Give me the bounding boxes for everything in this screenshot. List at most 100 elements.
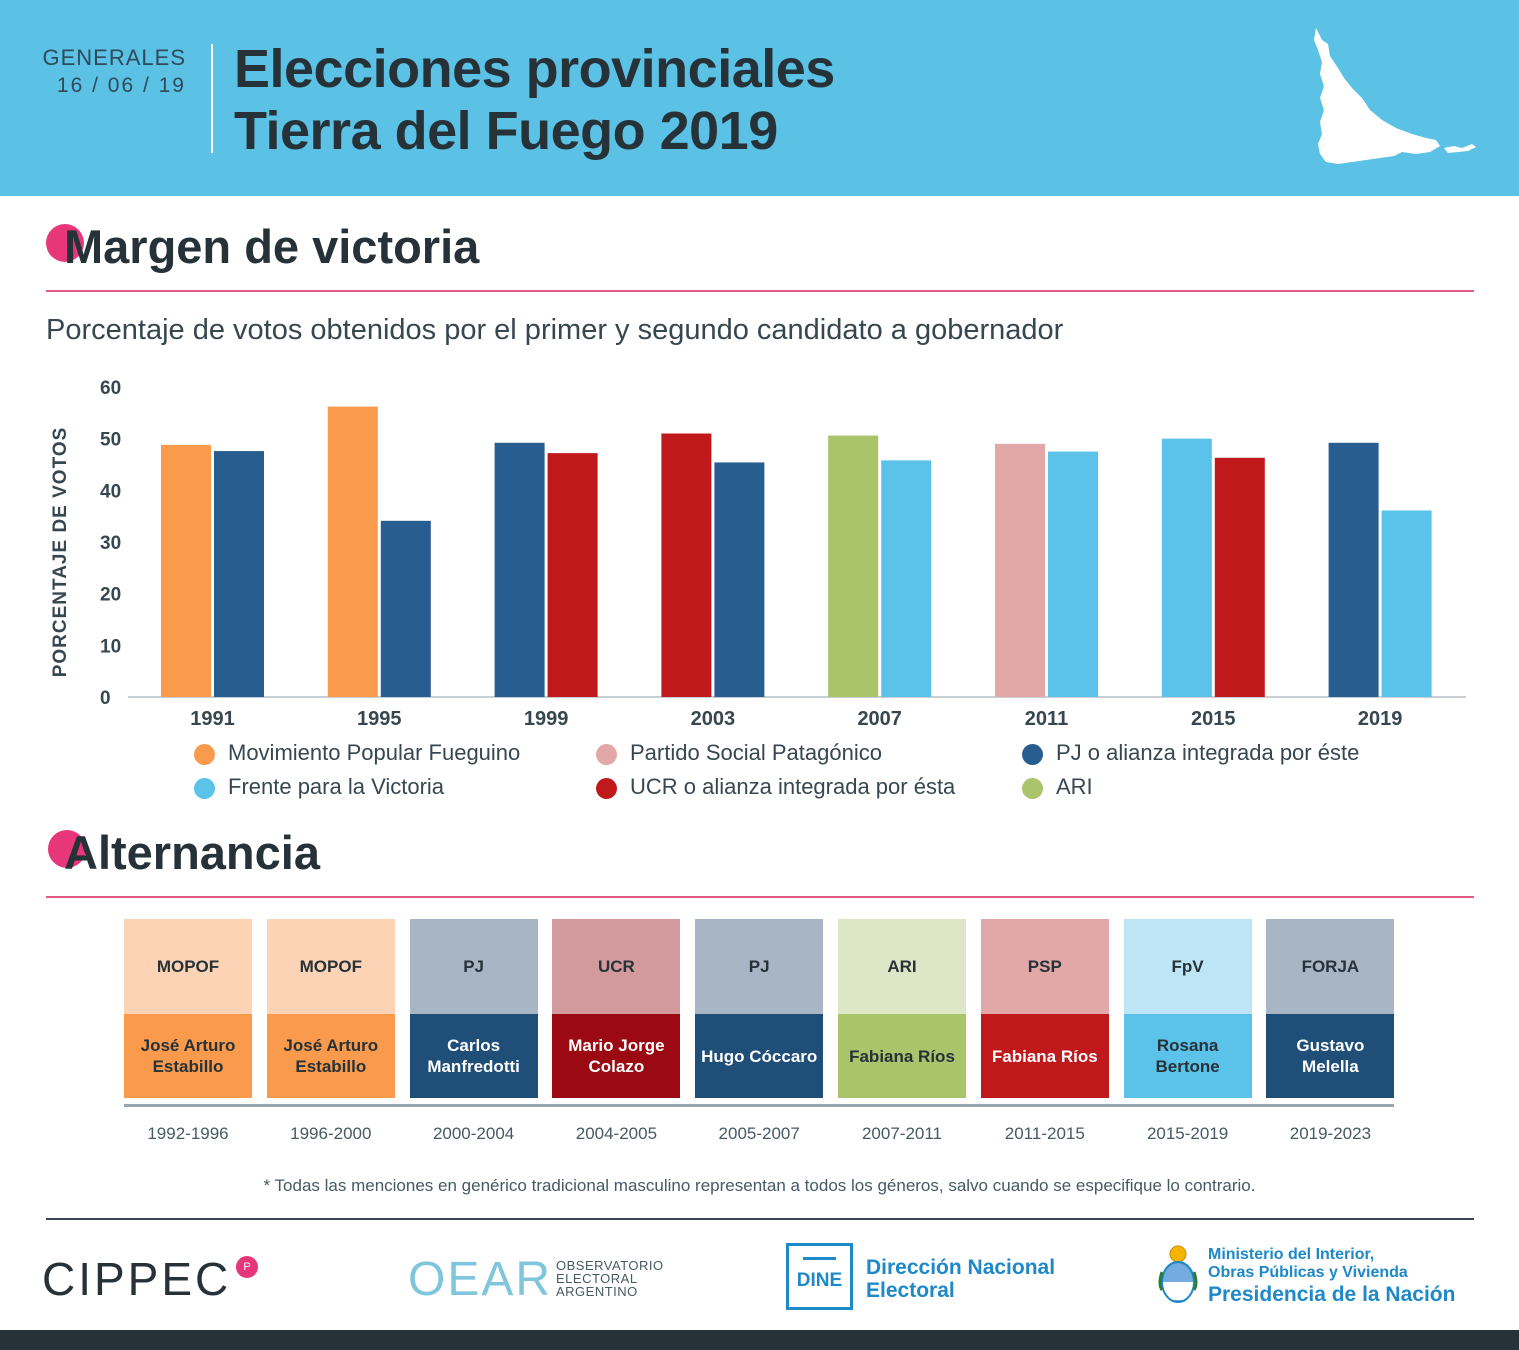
chart-subtitle: Porcentaje de votos obtenidos por el pri… — [46, 314, 1064, 346]
legend-swatch — [1022, 744, 1043, 765]
bar-2019-first — [1328, 442, 1379, 697]
governor-name: Fabiana Ríos — [838, 1014, 966, 1098]
section-bullet — [46, 224, 84, 262]
legend-swatch — [194, 744, 215, 765]
argentina-coat-of-arms-icon — [1158, 1245, 1198, 1303]
party-label: ARI — [838, 919, 966, 1014]
term-period: 2007-2011 — [861, 1124, 943, 1143]
legend-label: PJ o alianza integrada por éste — [1056, 740, 1360, 765]
election-kicker: GENERALES 16 / 06 / 19 — [43, 44, 187, 100]
gender-footnote: * Todas las menciones en genérico tradic… — [263, 1176, 1256, 1195]
cippec-logo: CIPPEC — [42, 1253, 232, 1305]
oear-logo: OEAR — [408, 1253, 553, 1306]
y-axis-title: PORCENTAJE DE VOTOS — [50, 427, 71, 678]
footer-divider — [46, 1218, 1474, 1220]
ministerio-logo-text: Ministerio del Interior, Obras Públicas … — [1208, 1246, 1455, 1308]
bar-1999-first — [494, 442, 545, 697]
cippec-badge-icon: P — [236, 1256, 258, 1278]
oear-line: ELECTORAL — [556, 1271, 638, 1286]
y-tick-label: 30 — [100, 533, 121, 554]
bar-2015-second — [1214, 457, 1265, 697]
term-period: 2015-2019 — [1146, 1124, 1229, 1143]
bar-2003-first — [661, 433, 712, 697]
bar-2007-second — [881, 460, 932, 697]
x-tick-label: 1995 — [357, 708, 402, 730]
header-banner: GENERALES 16 / 06 / 19 Elecciones provin… — [0, 0, 1519, 196]
section-divider — [46, 290, 1474, 292]
governor-card: PJ Hugo Cóccaro — [695, 919, 824, 1098]
governor-card: PJ Carlos Manfredotti — [409, 919, 538, 1098]
y-tick-label: 50 — [100, 430, 121, 451]
bar-2015-first — [1161, 438, 1212, 697]
term-period: 2019-2023 — [1289, 1124, 1372, 1143]
legend-swatch — [596, 744, 617, 765]
bar-2003-second — [714, 462, 765, 697]
governor-name: José Arturo Estabillo — [124, 1014, 252, 1098]
party-label: FpV — [1123, 919, 1252, 1014]
bar-1995-second — [380, 520, 431, 697]
y-tick-label: 40 — [100, 481, 121, 502]
legend-label: Movimiento Popular Fueguino — [228, 740, 521, 765]
governor-card: UCR Mario Jorge Colazo — [552, 919, 681, 1098]
party-label: FORJA — [1266, 919, 1395, 1014]
bar-2011-first — [995, 443, 1045, 697]
bar-1991-first — [161, 444, 211, 697]
bar-1999-second — [547, 453, 598, 697]
bar-1995-first — [327, 406, 378, 697]
page-title: Elecciones provinciales Tierra del Fuego… — [234, 38, 835, 162]
governor-card: FORJA Gustavo Melella — [1266, 919, 1395, 1098]
x-tick-label: 2019 — [1358, 708, 1403, 730]
y-tick-label: 60 — [100, 378, 121, 399]
title-line-1: Elecciones provinciales — [234, 39, 835, 99]
dine-logo-text: Dirección Nacional Electoral — [866, 1256, 1055, 1302]
oear-logo-subtitle: OBSERVATORIO ELECTORAL ARGENTINO — [556, 1259, 664, 1298]
kicker-text: GENERALES — [42, 45, 186, 70]
x-tick-label: 2011 — [1025, 708, 1068, 730]
y-tick-label: 20 — [100, 585, 121, 606]
governor-name: Carlos Manfredotti — [409, 1014, 538, 1098]
dine-logo-icon: DINE — [786, 1243, 853, 1310]
party-label: PJ — [409, 919, 538, 1014]
legend-label: Partido Social Patagónico — [630, 740, 882, 765]
x-tick-label: 1999 — [524, 708, 569, 730]
y-tick-label: 0 — [100, 688, 111, 709]
party-label: MOPOF — [124, 919, 252, 1014]
vote-share-bar-chart: 0 10 20 30 40 50 60 PORCENTAJE DE VOTOS 1991 1995… — [50, 378, 1466, 730]
footer-bar — [0, 1330, 1519, 1350]
section-title-margen: Margen de victoria — [64, 220, 480, 273]
section-bullet — [48, 830, 86, 868]
legend-label: UCR o alianza integrada por ésta — [630, 774, 956, 799]
governor-name: Gustavo Melella — [1266, 1014, 1395, 1098]
bar-1991-second — [214, 451, 264, 697]
governor-name: Mario Jorge Colazo — [552, 1014, 681, 1098]
legend-swatch — [596, 778, 617, 799]
governor-name: Rosana Bertone — [1123, 1014, 1252, 1098]
tierra-del-fuego-map-icon — [1314, 28, 1476, 164]
election-date: 16 / 06 / 19 — [56, 74, 186, 97]
legend-label: ARI — [1056, 774, 1093, 799]
term-period: 1996-2000 — [290, 1124, 372, 1143]
governor-card: MOPOF José Arturo Estabillo — [266, 919, 395, 1098]
party-label: PSP — [980, 919, 1109, 1014]
bar-2011-second — [1048, 451, 1098, 697]
party-label: UCR — [552, 919, 681, 1014]
dine-line: Dirección Nacional — [866, 1256, 1056, 1279]
governor-card: PSP Fabiana Ríos — [980, 919, 1109, 1098]
x-tick-label: 2007 — [857, 708, 902, 730]
title-line-2: Tierra del Fuego 2019 — [234, 101, 778, 161]
oear-line: ARGENTINO — [556, 1284, 638, 1299]
term-period: 2000-2004 — [432, 1124, 515, 1143]
y-tick-label: 10 — [100, 636, 121, 657]
x-tick-label: 2003 — [691, 708, 736, 730]
governor-card: ARI Fabiana Ríos — [838, 919, 966, 1098]
oear-line: OBSERVATORIO — [556, 1258, 664, 1273]
party-label: MOPOF — [266, 919, 395, 1014]
dine-line: Electoral — [866, 1279, 955, 1302]
term-period: 2004-2005 — [575, 1124, 658, 1143]
ministerio-line: Obras Públicas y Vivienda — [1208, 1264, 1408, 1281]
section-divider — [46, 896, 1474, 898]
timeline-baseline — [124, 1104, 1394, 1107]
governor-card: FpV Rosana Bertone — [1123, 919, 1252, 1098]
bar-2007-first — [828, 435, 879, 697]
governor-card: MOPOF José Arturo Estabillo — [124, 919, 252, 1098]
